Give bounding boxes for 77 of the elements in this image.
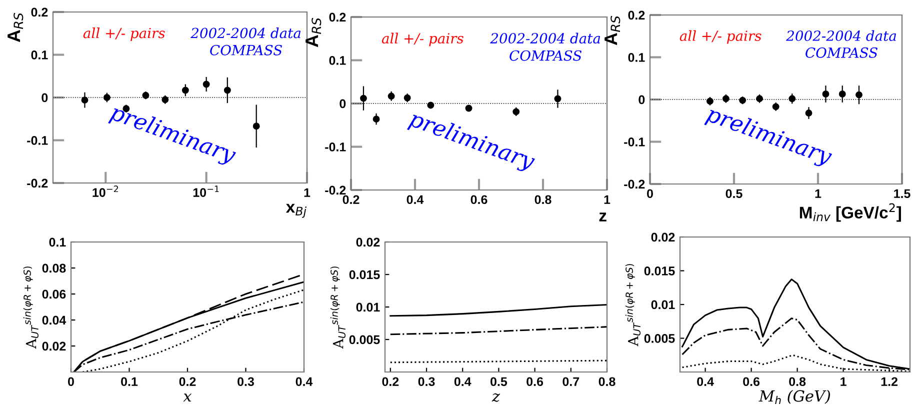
annotation: COMPASS bbox=[510, 50, 582, 61]
y-tick-label: -0.1 bbox=[27, 136, 48, 145]
y-tick-label: 0.015 bbox=[349, 270, 380, 280]
annotation: all +/- pairs bbox=[83, 28, 165, 41]
y-tick-label: -0.1 bbox=[624, 138, 645, 146]
y-tick-label: 0.2 bbox=[31, 8, 48, 17]
x-tick-label: 0.6 bbox=[526, 377, 544, 386]
y-tick-label: 0 bbox=[340, 99, 346, 108]
y-tick-label: 0.2 bbox=[329, 12, 346, 22]
x-tick-label: 10$^{−1}$ bbox=[193, 186, 219, 197]
y-tick-label: 0.015 bbox=[644, 266, 675, 276]
y-tick-label: 0 bbox=[638, 95, 645, 104]
x-axis-title: z bbox=[599, 212, 606, 222]
annotation: 2002-2004 data bbox=[190, 28, 301, 38]
x-tick-label: 0.3 bbox=[418, 377, 435, 386]
x-tick-label: 1 bbox=[604, 195, 610, 204]
x-tick-label: 0.4 bbox=[296, 377, 313, 386]
annotation: COMPASS bbox=[210, 44, 282, 56]
y-tick-label: 0.01 bbox=[356, 302, 380, 312]
x-tick-label: 0.2 bbox=[179, 377, 196, 386]
y-tick-label: -0.1 bbox=[325, 142, 346, 152]
y-tick-label: 0.005 bbox=[349, 335, 380, 344]
x-tick-label: 0.8 bbox=[598, 377, 616, 386]
x-tick-label: 0.2 bbox=[342, 195, 360, 204]
y-tick-label: 0.08 bbox=[42, 264, 66, 273]
y-axis-title: A$_{RS}$ bbox=[306, 18, 322, 48]
annotation: 2002-2004 data bbox=[786, 30, 896, 41]
x-tick-label: 0.4 bbox=[406, 195, 424, 204]
x-tick-label: 0.4 bbox=[454, 377, 472, 386]
x-tick-label: 1 bbox=[815, 189, 822, 198]
y-tick-label: 0.1 bbox=[49, 238, 66, 247]
annotation: 2002-2004 data bbox=[490, 32, 600, 44]
y-axis-title: A$_{RS}$ bbox=[604, 16, 620, 46]
y-tick-label: -0.2 bbox=[27, 178, 48, 188]
x-tick-label: 0.2 bbox=[382, 377, 399, 386]
x-tick-label: 0.7 bbox=[562, 377, 580, 386]
y-axis-title: A$_{UT}$$^{sin(φR+φS)}$ bbox=[23, 266, 38, 349]
y-axis-title: A$_{UT}$$^{sin(φR+φS)}$ bbox=[330, 266, 346, 349]
x-tick-label: 0.5 bbox=[490, 377, 508, 386]
x-tick-label: 0.8 bbox=[789, 377, 806, 386]
y-tick-label: 0.2 bbox=[628, 10, 645, 20]
y-tick-label: 0.1 bbox=[31, 50, 48, 60]
x-tick-label: 0 bbox=[68, 377, 74, 386]
x-tick-label: 0.6 bbox=[470, 195, 488, 204]
y-tick-label: 0.02 bbox=[356, 238, 380, 247]
x-tick-label: 0.4 bbox=[697, 377, 714, 386]
x-axis-title: z bbox=[492, 393, 500, 402]
annotation: all +/- pairs bbox=[680, 30, 762, 44]
x-tick-label: 0.1 bbox=[121, 377, 138, 386]
y-tick-label: 0.1 bbox=[329, 56, 346, 65]
x-axis-title: x bbox=[183, 394, 192, 402]
x-tick-label: 0.6 bbox=[743, 377, 760, 386]
y-tick-label: 0.1 bbox=[628, 53, 645, 62]
annotation: COMPASS bbox=[806, 47, 878, 58]
x-tick-label: 0.8 bbox=[534, 195, 552, 204]
x-tick-label: 10$^{−2}$ bbox=[92, 186, 118, 197]
y-tick-label: 0.06 bbox=[42, 290, 66, 299]
y-axis-title: A$_{RS}$ bbox=[8, 12, 24, 42]
x-axis-title: M$_{h}$ (GeV) bbox=[758, 390, 830, 404]
y-axis-title: A$_{UT}$$^{sin(φR+φS)}$ bbox=[625, 264, 641, 346]
x-tick-label: 1.5 bbox=[894, 189, 910, 198]
x-tick-label: 1 bbox=[840, 377, 846, 386]
y-tick-label: 0.005 bbox=[644, 334, 675, 343]
y-tick-label: 0 bbox=[42, 93, 48, 102]
x-axis-title: x$_{Bj}$ bbox=[286, 204, 306, 218]
y-tick-label: -0.2 bbox=[325, 186, 346, 195]
y-tick-label: -0.2 bbox=[624, 180, 645, 189]
x-axis-title: M$_{inv}$ [GeV/c$^{2}$] bbox=[800, 203, 901, 222]
y-tick-label: 0.02 bbox=[651, 232, 675, 242]
x-tick-label: 1 bbox=[304, 188, 310, 197]
x-tick-label: 0.3 bbox=[238, 377, 254, 386]
x-tick-label: 1.2 bbox=[881, 377, 898, 386]
y-tick-label: 0.02 bbox=[42, 342, 66, 351]
x-tick-label: 0.5 bbox=[726, 189, 742, 198]
y-tick-label: 0.04 bbox=[42, 316, 66, 325]
annotation: all +/- pairs bbox=[382, 32, 464, 46]
y-tick-label: 0.01 bbox=[651, 300, 675, 310]
